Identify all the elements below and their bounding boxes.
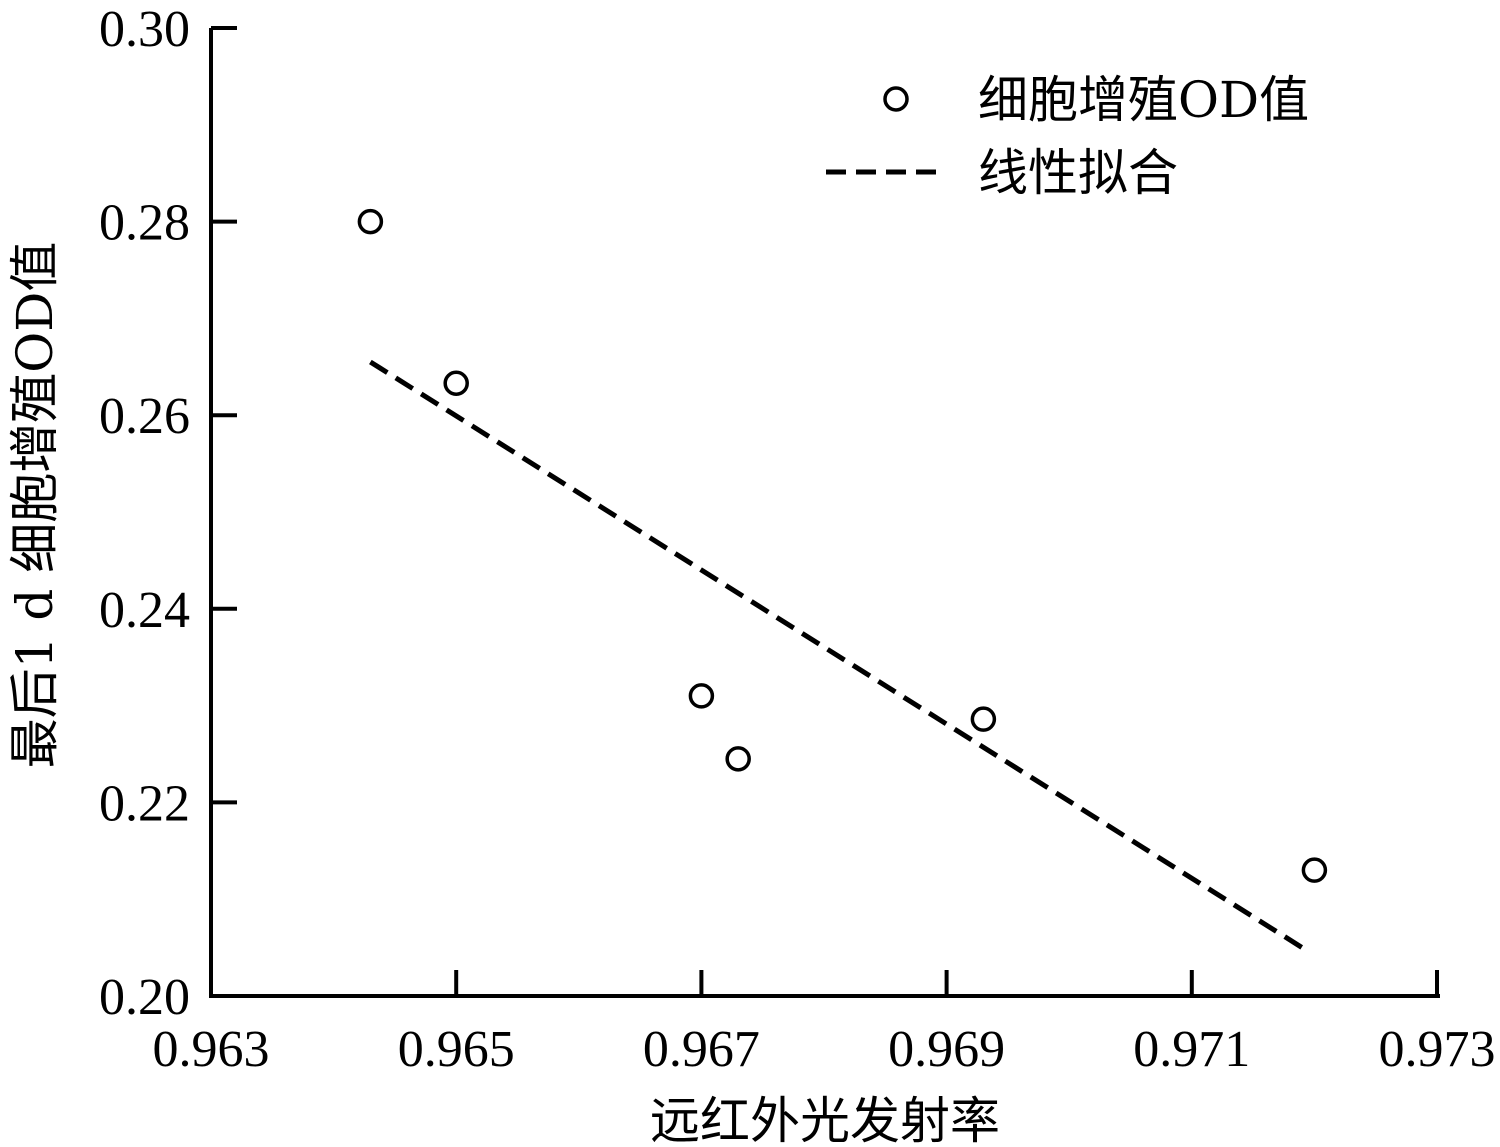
- data-point: [445, 372, 467, 394]
- x-tick-label: 0.963: [153, 1021, 270, 1078]
- x-axis-title: 远红外光发射率: [650, 1092, 1000, 1147]
- data-point: [727, 748, 749, 770]
- x-tick-label: 0.965: [398, 1021, 515, 1078]
- x-ticks: 0.963 0.965 0.967 0.969 0.971 0.973: [153, 970, 1496, 1078]
- data-point: [359, 211, 381, 233]
- linear-fit-line: [370, 362, 1302, 948]
- legend-label-series-2: 线性拟合: [978, 144, 1178, 202]
- y-tick-label: 0.26: [99, 388, 190, 445]
- fit-line-layer: [370, 362, 1302, 948]
- points-layer: [359, 211, 1325, 882]
- data-point: [972, 708, 994, 730]
- y-tick-label: 0.30: [99, 1, 190, 58]
- x-tick-label: 0.971: [1133, 1021, 1250, 1078]
- axes: [209, 28, 1440, 996]
- y-tick-label: 0.28: [99, 195, 190, 252]
- y-tick-label: 0.24: [99, 582, 190, 639]
- y-tick-label: 0.20: [99, 969, 190, 1026]
- x-tick-label: 0.969: [888, 1021, 1005, 1078]
- y-ticks: 0.20 0.22 0.24 0.26 0.28 0.30: [99, 1, 237, 1026]
- legend: 细胞增殖OD值 线性拟合: [826, 71, 1309, 202]
- data-point: [1303, 859, 1325, 881]
- y-axis-title: 最后1 d 细胞增殖OD值: [6, 242, 64, 769]
- data-point: [690, 685, 712, 707]
- x-tick-label: 0.973: [1379, 1021, 1496, 1078]
- legend-label-series-1: 细胞增殖OD值: [978, 71, 1309, 129]
- x-tick-label: 0.967: [643, 1021, 760, 1078]
- y-tick-label: 0.22: [99, 775, 190, 832]
- legend-marker-open-circle: [885, 88, 907, 110]
